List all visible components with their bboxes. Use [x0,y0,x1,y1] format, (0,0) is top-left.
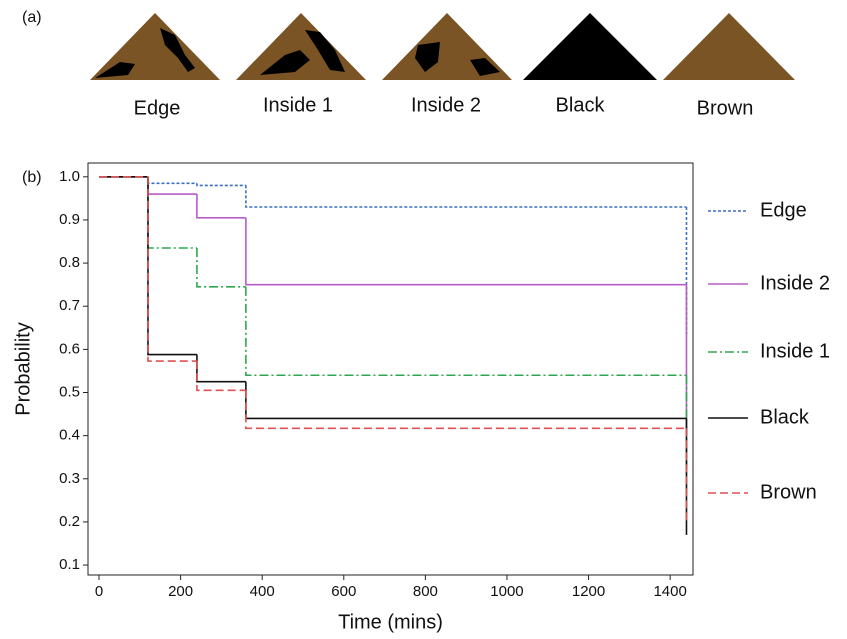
panel-label: (b) [22,169,42,186]
step-line [148,177,197,248]
x-tick-label: 400 [250,583,275,600]
legend-label: Inside 2 [760,272,830,294]
step-line [197,194,246,218]
triangle [663,13,795,80]
y-tick-label: 0.7 [59,297,80,314]
step-line [148,177,197,361]
triangle [523,13,657,80]
step-line [148,177,197,183]
x-tick-label: 1400 [653,583,686,600]
y-axis-title: Probability [12,322,34,415]
x-tick-label: 600 [331,583,356,600]
plot-frame [88,163,693,575]
step-line [197,183,246,185]
step-line [246,218,687,285]
step-line [246,382,687,419]
x-tick-label: 1000 [490,583,523,600]
x-axis-title: Time (mins) [338,611,443,633]
y-tick-label: 0.2 [59,513,80,530]
triangle-label: Inside 1 [263,94,333,116]
step-line [246,390,687,428]
triangle-labels: Edge Inside 1 Inside 2 Black Brown [134,94,754,119]
step-line [246,287,687,375]
triangle [236,13,366,80]
y-tick-label: 0.9 [59,211,80,228]
panel-label: (a) [22,9,42,26]
legend-label: Black [760,406,810,428]
triangle-label: Brown [697,97,754,119]
legend-label: Brown [760,481,817,503]
y-tick-label: 0.8 [59,254,80,271]
x-tick-label: 1200 [572,583,605,600]
legend-label: Inside 1 [760,340,830,362]
step-line [246,185,687,207]
x-tick-label: 200 [168,583,193,600]
chart: (b) 0.1 0.2 0.3 0.4 0.5 0.6 0.7 0.8 0.9 1.0 0 200 400… [12,163,830,633]
x-tick-label: 800 [413,583,438,600]
y-tick-label: 0.6 [59,340,80,357]
x-tick-label: 0 [95,583,103,600]
legend-label: Edge [760,199,807,221]
step-line [148,177,197,355]
triangle-label: Black [556,94,606,116]
triangle-label: Edge [134,97,181,119]
triangles [90,13,795,80]
triangle-label: Inside 2 [411,94,481,116]
y-tick-label: 0.1 [59,556,80,573]
y-tick-label: 0.4 [59,427,80,444]
y-tick-label: 1.0 [59,168,80,185]
step-line [197,361,246,390]
step-line [197,248,246,287]
figure: (a) Edge Inside 1 Inside 2 Black Brown (b) 0.… [0,0,847,639]
step-line [148,177,197,194]
y-tick-label: 0.5 [59,383,80,400]
y-tick-label: 0.3 [59,470,80,487]
step-line [197,355,246,382]
